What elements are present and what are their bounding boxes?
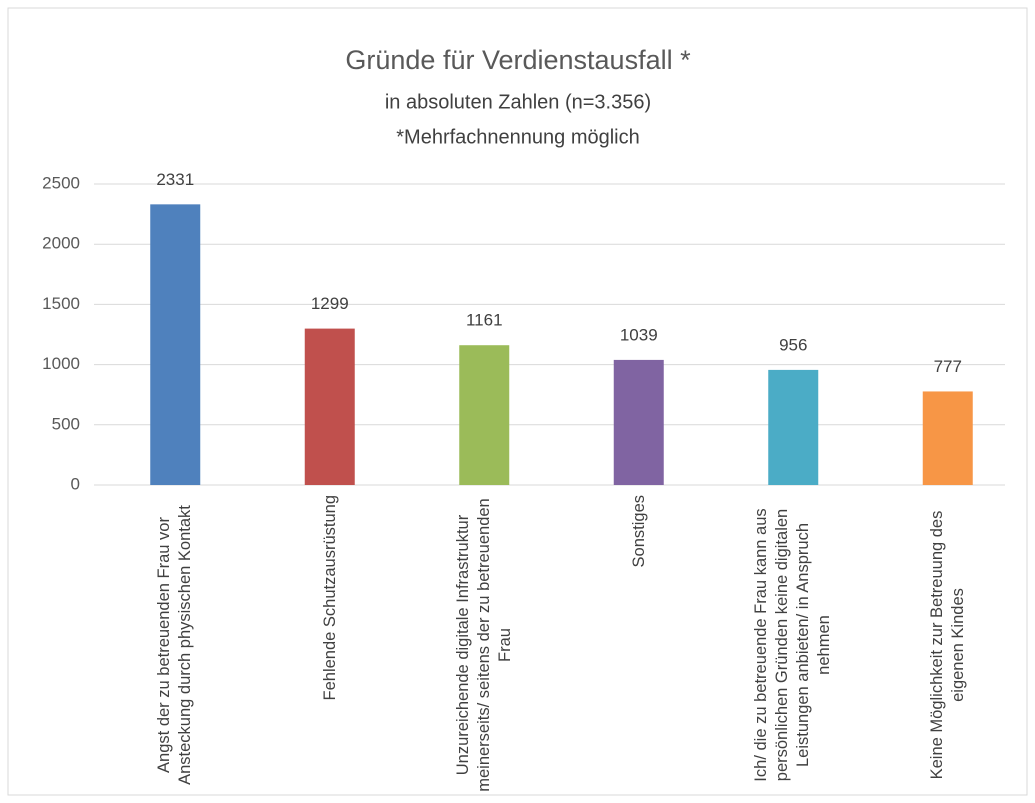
chart-title: Gründe für Verdienstausfall * [345, 45, 691, 75]
x-tick-text: Unzureichende digitale Infrastruktur mei… [453, 498, 514, 792]
data-label: 1039 [620, 325, 658, 344]
x-tick-text: Fehlende Schutzausrüstung [320, 495, 339, 701]
y-tick-label: 1000 [42, 354, 80, 373]
x-tick-text: Keine Möglichkeit zur Betreuung des eige… [927, 510, 967, 780]
y-tick-label: 0 [71, 474, 80, 493]
y-tick-label: 1500 [42, 294, 80, 313]
x-tick-label: Ich/ die zu betreuende Frau kann aus per… [718, 495, 868, 795]
y-tick-label: 500 [52, 414, 80, 433]
bar [922, 391, 973, 485]
x-tick-label: Angst der zu betreuenden Frau vor Anstec… [100, 495, 250, 795]
data-label: 956 [779, 335, 807, 354]
x-tick-text: Ich/ die zu betreuende Frau kann aus per… [752, 508, 834, 782]
x-tick-text: Sonstiges [629, 495, 648, 568]
bar [613, 359, 664, 485]
x-tick-label: Unzureichende digitale Infrastruktur mei… [409, 495, 559, 795]
bar [768, 369, 819, 485]
y-tick-label: 2000 [42, 234, 80, 253]
data-label: 1161 [466, 311, 503, 330]
data-label: 2331 [156, 170, 194, 189]
bar [304, 328, 355, 485]
chart-note: *Mehrfachnennung möglich [396, 126, 640, 148]
y-tick-label: 2500 [42, 173, 80, 192]
data-label: 1299 [311, 294, 349, 313]
chart-subtitle: in absoluten Zahlen (n=3.356) [385, 91, 651, 113]
x-tick-label: Keine Möglichkeit zur Betreuung des eige… [873, 495, 1023, 795]
data-label: 777 [934, 357, 962, 376]
bar [150, 204, 201, 485]
bar [459, 345, 510, 485]
x-tick-text: Angst der zu betreuenden Frau vor Anstec… [155, 505, 195, 785]
x-tick-label: Sonstiges [564, 495, 714, 795]
x-tick-label: Fehlende Schutzausrüstung [255, 495, 405, 795]
